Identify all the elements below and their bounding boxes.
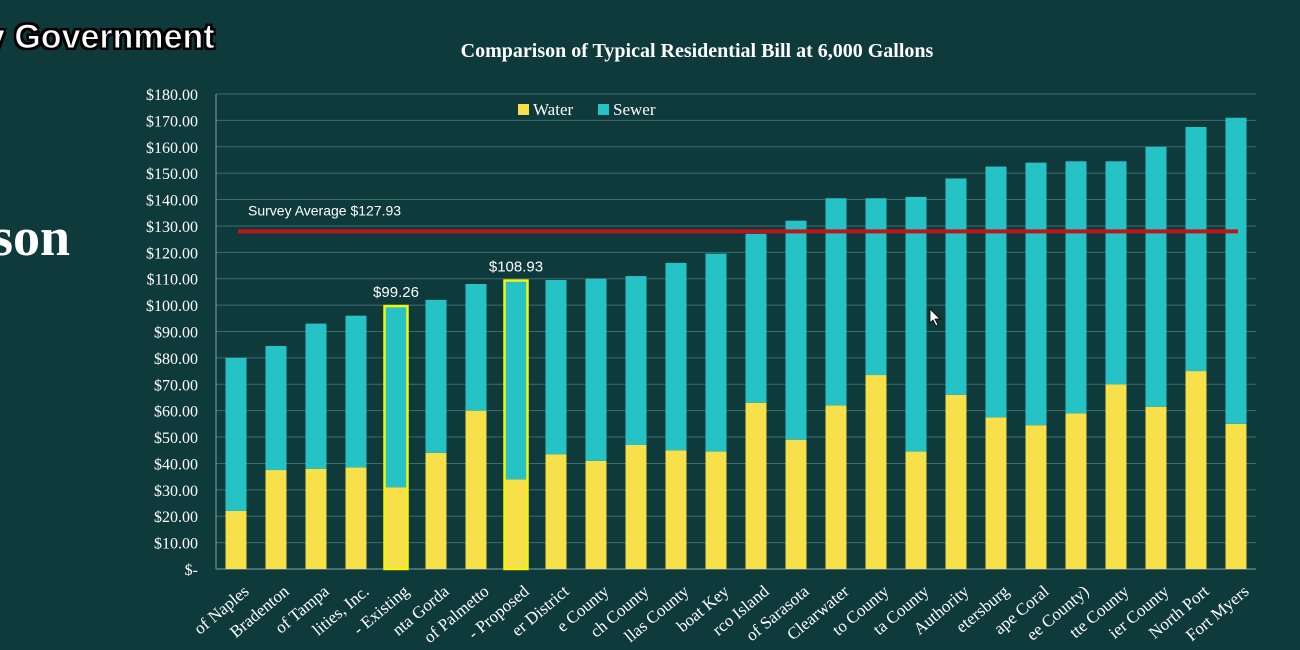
y-tick-label: $10.00 xyxy=(154,536,198,553)
bar-water xyxy=(545,454,567,569)
y-tick-label: $70.00 xyxy=(154,377,198,394)
y-tick-label: $140.00 xyxy=(146,193,198,210)
bar-sewer xyxy=(465,284,487,411)
y-tick-label: $90.00 xyxy=(154,325,198,342)
bar-sewer xyxy=(1145,146,1167,407)
bar-sewer xyxy=(305,323,327,469)
bar-sewer xyxy=(745,233,767,403)
bar-sewer xyxy=(665,262,687,451)
bar-highlight-outline xyxy=(383,304,409,571)
bar-water xyxy=(1145,406,1167,569)
bar-sewer xyxy=(825,198,847,406)
bar-water xyxy=(1225,423,1247,569)
bar-sewer xyxy=(945,178,967,395)
bar-sewer xyxy=(585,278,607,461)
y-tick-label: $80.00 xyxy=(154,351,198,368)
bar-water xyxy=(745,402,767,569)
bar-water xyxy=(425,452,447,569)
bar-water xyxy=(625,444,647,569)
y-tick-label: $130.00 xyxy=(146,219,198,236)
data-label: $108.93 xyxy=(489,259,543,276)
bar-sewer xyxy=(1025,162,1047,426)
bar-water xyxy=(785,439,807,569)
bar-sewer xyxy=(625,276,647,445)
bar-sewer xyxy=(1105,161,1127,385)
bar-water xyxy=(825,405,847,569)
bar-sewer xyxy=(785,220,807,440)
bars xyxy=(225,117,1247,571)
bar-sewer xyxy=(545,280,567,455)
y-axis: $- $10.00 $20.00 $30.00 $40.00 $50.00 $60.00 $7… xyxy=(146,87,1256,579)
y-tick-label: $20.00 xyxy=(154,509,198,526)
legend-label-water: Water xyxy=(533,100,573,119)
bar-water xyxy=(1105,384,1127,569)
y-tick-label: $50.00 xyxy=(154,430,198,447)
bar-sewer xyxy=(225,357,247,511)
y-tick-label: $180.00 xyxy=(146,87,198,104)
legend: Water Sewer xyxy=(518,100,656,119)
gridlines xyxy=(216,93,1256,570)
bar-water xyxy=(465,410,487,569)
survey-average-label: Survey Average $127.93 xyxy=(248,202,401,218)
y-tick-label: $150.00 xyxy=(146,166,198,183)
bar-sewer xyxy=(425,299,447,453)
reference-line-group: Survey Average $127.93 xyxy=(238,202,1238,234)
bar-sewer xyxy=(385,307,407,488)
bar-water xyxy=(665,450,687,569)
bar-water xyxy=(225,510,247,569)
y-tick-label: $100.00 xyxy=(146,298,198,315)
bar-sewer xyxy=(905,196,927,452)
y-tick-label: $170.00 xyxy=(146,113,198,130)
header-label: y Government xyxy=(0,18,215,57)
bar-sewer xyxy=(985,166,1007,418)
y-tick-label: $160.00 xyxy=(146,140,198,157)
bar-sewer xyxy=(265,346,287,471)
bar-sewer xyxy=(345,315,367,468)
mouse-cursor-icon xyxy=(929,308,941,327)
data-labels: $99.26 $108.93 xyxy=(373,259,543,302)
bar-water xyxy=(905,451,927,569)
y-tick-label: $30.00 xyxy=(154,483,198,500)
bar-water xyxy=(305,468,327,569)
chart-title: Comparison of Typical Residential Bill a… xyxy=(461,40,934,62)
slide-side-word: son xyxy=(0,207,71,267)
legend-label-sewer: Sewer xyxy=(613,100,656,119)
y-tick-label: $40.00 xyxy=(154,456,198,473)
bar-water xyxy=(345,467,367,569)
bar-water xyxy=(1025,425,1047,569)
bar-sewer xyxy=(1185,126,1207,372)
bar-water xyxy=(1185,371,1207,569)
bar-water xyxy=(1065,413,1087,569)
bar-sewer xyxy=(865,198,887,376)
y-tick-label: $110.00 xyxy=(147,272,198,289)
bar-water xyxy=(865,375,887,569)
bar-water xyxy=(385,487,407,569)
bar-water xyxy=(265,470,287,569)
bar-water xyxy=(985,417,1007,569)
y-tick-label: $- xyxy=(185,562,198,579)
bar-sewer xyxy=(705,253,727,452)
bar-sewer xyxy=(505,281,527,480)
legend-swatch-sewer xyxy=(598,104,609,115)
bar-water xyxy=(705,451,727,569)
bar-water xyxy=(945,394,967,569)
legend-swatch-water xyxy=(518,104,529,115)
bar-highlight-outline xyxy=(503,279,529,571)
bar-sewer xyxy=(1065,161,1087,414)
y-tick-label: $120.00 xyxy=(146,245,198,262)
bar-water xyxy=(505,479,527,569)
bar-water xyxy=(585,460,607,569)
data-label: $99.26 xyxy=(373,284,419,301)
bar-sewer xyxy=(1225,117,1247,424)
y-tick-label: $60.00 xyxy=(154,404,198,421)
